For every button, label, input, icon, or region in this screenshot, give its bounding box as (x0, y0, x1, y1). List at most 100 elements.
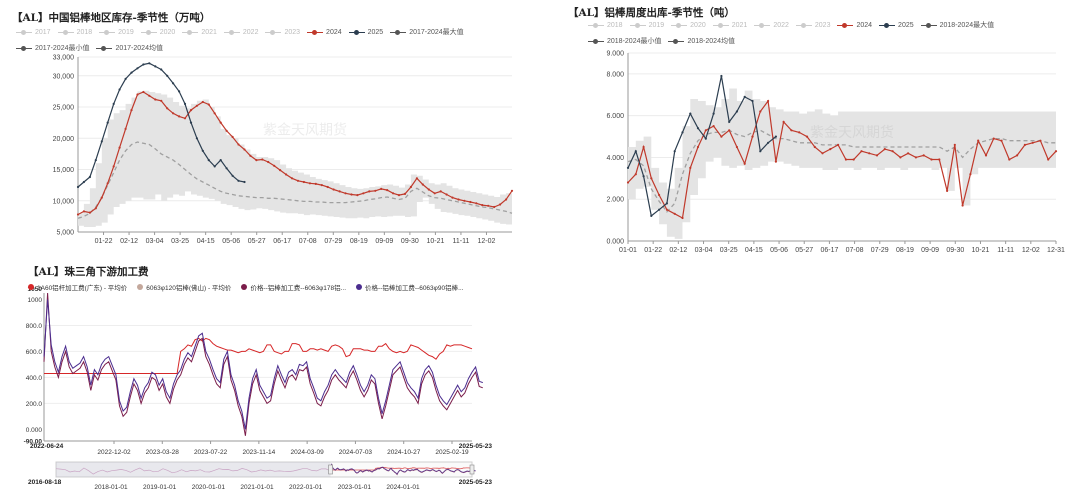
x-tick-label: 08-19 (350, 238, 368, 245)
x-tick-label: 03-04 (146, 238, 164, 245)
legend-label: 价格--铝棒加工费--6063φ178铝... (250, 285, 347, 292)
data-point-2024 (136, 93, 139, 96)
data-point-2024 (984, 154, 988, 157)
data-point-2024 (953, 143, 956, 146)
data-point-2024 (219, 121, 222, 124)
legend-item-2025[interactable]: 2025 (348, 26, 383, 39)
data-point-2024 (386, 189, 389, 192)
navigator-tick-label: 2023-01-01 (338, 484, 372, 491)
data-point-2024 (821, 152, 824, 155)
data-point-2024 (844, 158, 847, 161)
data-point-2024 (681, 216, 684, 220)
navigator-line-history (55, 467, 331, 475)
legend-marker-icon (223, 29, 240, 37)
legend-item-2018[interactable]: 2018 (57, 26, 93, 39)
navigator-tick-label: 2021-01-01 (240, 484, 274, 491)
data-point-2025 (213, 165, 216, 168)
legend-item-2020[interactable]: 2020 (140, 26, 176, 39)
x-tick-label: 09-09 (921, 247, 939, 254)
data-point-2025 (673, 150, 676, 153)
legend-marker-icon (671, 22, 688, 30)
x-tick-label: 12-31 (1047, 247, 1065, 254)
data-point-2025 (237, 179, 240, 182)
chart1-title: 【AL】中国铝棒地区库存-季节性（万吨） (12, 12, 211, 24)
series-line-1 (43, 292, 483, 436)
legend-item-2018-2024最大值[interactable]: 2018-2024最大值 (920, 19, 994, 32)
data-point-2024 (374, 189, 377, 192)
legend-marker-icon (99, 29, 116, 37)
data-point-2024 (290, 177, 294, 180)
legend-item-2020[interactable]: 2020 (671, 19, 706, 32)
data-point-2024 (183, 117, 187, 120)
x-tick-label: 07-29 (324, 238, 342, 245)
x-tick-label: 2023-03-28 (146, 449, 180, 456)
legend-item-2019[interactable]: 2019 (99, 26, 134, 39)
legend-label: 2022 (773, 22, 789, 29)
data-point-2024 (938, 158, 941, 161)
data-point-2024 (946, 189, 949, 192)
data-point-2025 (160, 68, 163, 71)
data-point-2025 (696, 127, 700, 130)
data-point-2025 (219, 159, 222, 162)
data-point-2025 (634, 150, 637, 153)
legend-item-2019[interactable]: 2019 (629, 19, 664, 32)
data-point-2024 (696, 145, 700, 149)
legend-item-2017-2024均值[interactable]: 2017-2024均值 (96, 42, 163, 55)
legend-item-2017-2024最大值[interactable]: 2017-2024最大值 (390, 26, 464, 39)
legend-label: 2020 (159, 29, 176, 36)
legend-marker-icon (795, 22, 812, 30)
legend-item-2022[interactable]: 2022 (223, 26, 258, 39)
range-band-max-min (628, 88, 1056, 239)
legend-item-2021[interactable]: 2021 (712, 19, 747, 32)
data-point-2025 (88, 175, 91, 179)
x-tick-label: 2023-07-22 (194, 449, 228, 456)
data-point-2024 (231, 135, 234, 139)
legend-item-0[interactable]: 1A60铝杆加工费(广东) - 平均价 (28, 282, 127, 292)
x-tick-label: 01-01 (619, 247, 637, 254)
legend-item-2023[interactable]: 2023 (265, 26, 300, 39)
x-tick-label: 07-08 (846, 247, 864, 254)
legend-item-2018-2024最小值[interactable]: 2018-2024最小值 (588, 35, 661, 48)
x-tick-label: 10-21 (972, 247, 990, 254)
legend-dot-icon (137, 284, 144, 290)
chart2-plot: 0.000 2.000 4.000 6.000 8.000 9.000 01-01 01-22… (606, 51, 1065, 255)
legend-item-2025[interactable]: 2025 (879, 19, 914, 32)
legend-item-2023[interactable]: 2023 (795, 19, 830, 32)
data-point-2025 (704, 137, 707, 140)
legend-item-2017-2024最小值[interactable]: 2017-2024最小值 (16, 42, 89, 55)
y-tick-label: 400.0 (26, 375, 43, 382)
data-point-2024 (875, 154, 879, 157)
y-tick-label: 4.000 (606, 155, 624, 162)
range-band-max-min (78, 90, 512, 227)
chart3-legend: 1A60铝杆加工费(广东) - 平均价 6063φ120铝棒(佛山) - 平均价 价… (28, 282, 474, 292)
data-point-2025 (759, 150, 762, 153)
data-point-2024 (1016, 154, 1019, 157)
data-point-2025 (166, 74, 169, 77)
data-point-2024 (273, 164, 276, 167)
data-point-2024 (320, 184, 323, 187)
legend-item-2018-2024均值[interactable]: 2018-2024均值 (668, 35, 735, 48)
legend-item-2018[interactable]: 2018 (588, 19, 623, 32)
data-point-2025 (774, 135, 777, 138)
legend-item-3[interactable]: 价格--铝棒加工费--6063φ90铝棒... (356, 282, 464, 292)
legend-item-2024[interactable]: 2024 (837, 19, 872, 32)
data-point-2024 (427, 188, 430, 191)
legend-item-2017[interactable]: 2017 (16, 26, 51, 39)
legend-item-1[interactable]: 6063φ120铝棒(佛山) - 平均价 (137, 282, 231, 292)
legend-label: 2018 (76, 29, 93, 36)
legend-item-2022[interactable]: 2022 (754, 19, 789, 32)
legend-item-2[interactable]: 价格--铝棒加工费--6063φ178铝... (241, 282, 346, 292)
x-tick-label: 09-30 (401, 238, 419, 245)
y-tick-label: 800.0 (26, 323, 43, 330)
data-point-2024 (481, 204, 484, 207)
x-range-start-label: 2022-06-24 (30, 443, 64, 450)
legend-marker-icon (712, 22, 729, 30)
data-point-2024 (392, 192, 395, 195)
data-point-2024 (302, 180, 305, 184)
x-tick-label: 11-11 (997, 247, 1014, 254)
data-point-2024 (829, 148, 832, 151)
data-point-2025 (195, 137, 198, 140)
legend-item-2021[interactable]: 2021 (182, 26, 217, 39)
data-point-2025 (172, 82, 175, 85)
legend-item-2024[interactable]: 2024 (307, 26, 342, 39)
